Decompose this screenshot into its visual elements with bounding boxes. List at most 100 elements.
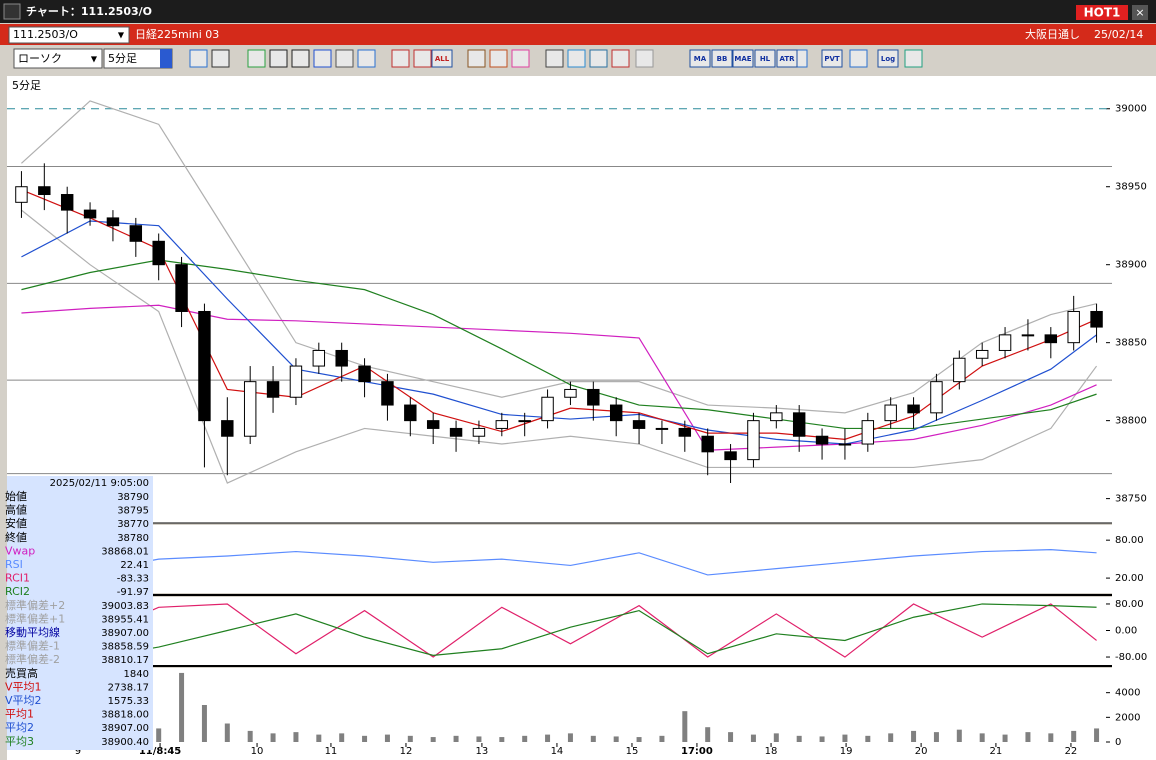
toolbar-icon[interactable] (635, 49, 654, 68)
toolbar-button-label[interactable]: HL (760, 55, 771, 63)
x-tick-label: 12 (400, 746, 413, 757)
toolbar-button-label[interactable]: BB (717, 55, 728, 63)
candle-body (747, 420, 760, 461)
toolbar-icon[interactable] (211, 49, 230, 68)
toolbar-button[interactable] (776, 49, 798, 68)
candle-body (266, 381, 280, 398)
x-tick-label: 21 (990, 746, 1003, 757)
symbol-code[interactable]: 111.2503/O (13, 28, 78, 41)
info-value: -83.33 (117, 574, 149, 585)
toolbar-icon[interactable] (511, 49, 530, 68)
info-value: 38868.01 (101, 546, 149, 557)
dropdown-arrow[interactable]: ▼ (91, 55, 98, 64)
candle-body (312, 349, 326, 367)
candle-body (564, 388, 577, 398)
volume-bar (636, 737, 642, 742)
toolbar-icon[interactable] (335, 49, 354, 68)
toolbar-button[interactable] (689, 49, 711, 68)
volume-bar (293, 732, 299, 742)
info-label: 標準偏差+2 (5, 598, 65, 612)
volume-bar (430, 737, 436, 742)
volume-bar (773, 733, 779, 742)
y-tick-label: 80.00 (1115, 599, 1144, 610)
x-tick-label: 9 (75, 746, 81, 757)
toolbar-icon[interactable] (247, 49, 266, 68)
toolbar-icon[interactable] (589, 49, 608, 68)
candle-body (1021, 334, 1035, 337)
toolbar-icon[interactable] (904, 49, 923, 68)
volume-bar (224, 723, 230, 742)
info-value: 38780 (117, 533, 149, 544)
interval-text[interactable]: 5分足 (108, 52, 137, 65)
close-button[interactable] (1132, 5, 1148, 20)
toolbar-button-label[interactable]: ATR (779, 55, 795, 63)
info-value: 1840 (124, 669, 149, 680)
info-value: 39003.83 (101, 601, 149, 612)
toolbar-icon[interactable] (269, 49, 288, 68)
toolbar-icon[interactable] (313, 49, 332, 68)
toolbar-icon[interactable] (357, 49, 376, 68)
candle-body (792, 412, 806, 437)
dropdown-button[interactable] (160, 49, 172, 68)
toolbar-button-label[interactable]: MAE (734, 55, 751, 63)
toolbar-icon[interactable] (467, 49, 486, 68)
symbol-select[interactable] (8, 26, 130, 44)
kind-select[interactable] (13, 48, 103, 69)
toolbar-icon[interactable] (545, 49, 564, 68)
toolbar-button[interactable] (877, 49, 899, 68)
y-tick-label: 38900 (1115, 260, 1147, 271)
toolbar-icon[interactable] (189, 49, 208, 68)
kind-text[interactable]: ローソク (18, 52, 62, 65)
hot-label[interactable]: HOT1 (1084, 6, 1121, 20)
dropdown-arrow[interactable]: ▼ (118, 31, 125, 40)
volume-bar (567, 733, 573, 742)
volume-bar (979, 733, 985, 742)
toolbar-button[interactable] (732, 49, 754, 68)
volume-bar (659, 735, 665, 742)
toolbar-icon[interactable] (489, 49, 508, 68)
volume-bar (819, 736, 825, 742)
candle-body (907, 404, 920, 414)
candle-body (609, 404, 623, 422)
candle-body (152, 240, 165, 266)
toolbar-button-label[interactable]: ALL (435, 55, 450, 63)
candle-body (129, 225, 143, 242)
toolbar-button[interactable] (754, 49, 776, 68)
toolbar-icon[interactable] (567, 49, 586, 68)
candle-body (495, 420, 509, 429)
market-name: 大阪日通し (1025, 27, 1080, 41)
y-tick-label: 2000 (1115, 712, 1140, 723)
toolbar-button-label[interactable]: PVT (824, 55, 840, 63)
toolbar-icon[interactable] (611, 49, 630, 68)
candle-body (243, 381, 257, 437)
toolbar-icon[interactable] (291, 49, 310, 68)
candle-body (884, 404, 897, 422)
toolbar-button[interactable] (711, 49, 733, 68)
toolbar-button[interactable] (821, 49, 843, 68)
volume-bar (865, 735, 871, 742)
info-background (7, 476, 153, 750)
toolbar-button[interactable] (431, 49, 453, 68)
info-label: 移動平均線 (5, 625, 60, 639)
close-icon[interactable]: × (1135, 6, 1144, 19)
volume-bar (911, 730, 917, 742)
toolbar-icon[interactable] (413, 49, 432, 68)
x-tick-label: 22 (1065, 746, 1078, 757)
candle-body (83, 209, 97, 219)
info-label: 安値 (5, 516, 27, 530)
volume-bar (750, 734, 756, 742)
volume-bar (339, 733, 345, 742)
info-label: 終値 (5, 530, 27, 544)
info-label: 平均2 (5, 721, 34, 734)
x-tick-label: 11/8:45 (139, 746, 181, 757)
volume-bar (384, 734, 390, 742)
toolbar-button-label[interactable]: MA (694, 55, 707, 63)
hot-button[interactable] (1076, 5, 1128, 20)
volume-bar (522, 735, 528, 742)
app-icon (3, 3, 21, 20)
toolbar-button-label[interactable]: Log (881, 55, 895, 63)
toolbar-icon[interactable] (391, 49, 410, 68)
volume-bar (933, 732, 939, 742)
toolbar-icon[interactable] (849, 49, 868, 68)
price-panel (7, 76, 1112, 523)
